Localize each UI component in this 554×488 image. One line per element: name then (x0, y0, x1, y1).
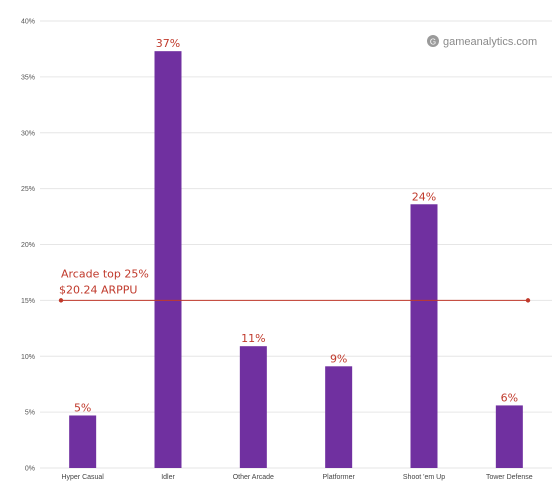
bar (410, 204, 438, 468)
watermark: G gameanalytics.com (427, 35, 537, 48)
bar (495, 405, 523, 468)
reference-line-group: Arcade top 25% $20.24 ARPPU (58, 267, 531, 303)
y-tick-label: 35% (21, 74, 35, 81)
reference-line-end-dot (525, 298, 531, 303)
bar (325, 366, 353, 468)
logo-glyph: G (430, 38, 436, 47)
x-category-label: Idler (161, 474, 175, 481)
reference-line-start-dot (58, 298, 64, 303)
reference-label-line2: $20.24 ARPPU (59, 283, 137, 296)
y-tick-label: 15% (21, 298, 35, 305)
bar (154, 51, 182, 469)
x-category-label: Shoot 'em Up (403, 474, 445, 481)
x-category-label: Other Arcade (233, 474, 274, 481)
reference-label-line1: Arcade top 25% (61, 267, 149, 280)
value-label: 9% (330, 352, 347, 365)
value-label: 24% (412, 190, 436, 203)
gridlines (40, 20, 552, 469)
value-label: 11% (241, 332, 265, 345)
y-tick-label: 30% (21, 130, 35, 137)
watermark-text: gameanalytics.com (443, 36, 537, 48)
value-label: 37% (156, 37, 180, 50)
y-tick-label: 20% (21, 242, 35, 249)
gameanalytics-logo-icon (427, 35, 439, 47)
y-axis-tick-labels: 0% 5% 10% 15% 20% 25% 30% 35% 40% (21, 19, 35, 473)
x-category-label: Platformer (323, 474, 356, 481)
value-labels: 5% 37% 11% 9% 24% 6% (74, 37, 518, 414)
bar (239, 346, 267, 468)
y-tick-label: 5% (25, 410, 35, 417)
y-tick-label: 25% (21, 186, 35, 193)
y-tick-label: 0% (25, 466, 35, 473)
value-label: 5% (74, 401, 91, 414)
bars (69, 51, 523, 469)
x-axis-category-labels: Hyper Casual Idler Other Arcade Platformer S… (61, 474, 532, 481)
y-tick-label: 10% (21, 354, 35, 361)
x-category-label: Hyper Casual (61, 474, 104, 481)
bar (69, 415, 97, 468)
y-tick-label: 40% (21, 19, 35, 26)
value-label: 6% (501, 391, 518, 404)
x-category-label: Tower Defense (486, 474, 533, 481)
